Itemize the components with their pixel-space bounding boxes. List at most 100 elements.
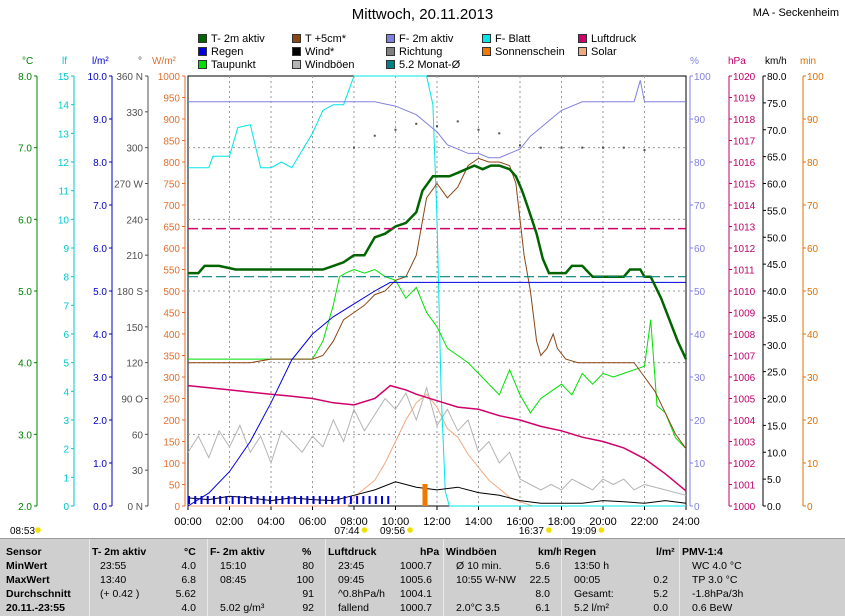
axis-tick-label-lf: 5: [63, 359, 69, 370]
axis-unit-solar: W/m²: [152, 56, 177, 67]
axis-tick-label-solar: 650: [163, 223, 180, 234]
richtung-point: [394, 128, 397, 131]
legend-swatch: [386, 47, 395, 56]
legend-swatch: [482, 34, 491, 43]
axis-tick-label-press: 1005: [733, 395, 756, 406]
axis-tick-label-sunmin: 60: [807, 244, 819, 255]
legend-item-t-2m-aktiv: T- 2m aktiv: [198, 33, 265, 46]
axis-tick-label-sunmin: 100: [807, 72, 824, 83]
axis-tick-label-rain: 1.0: [93, 459, 107, 470]
axis-tick-label-sunmin: 0: [807, 502, 813, 513]
axis-tick-label-sunmin: 70: [807, 201, 819, 212]
axis-tick-label-wind: 80.0: [767, 72, 787, 83]
axis-tick-label-solar: 900: [163, 115, 180, 126]
table-cell-value: 0.0: [653, 602, 668, 614]
series-t-5cm-: [188, 157, 687, 449]
axis-tick-label-press: 1007: [733, 352, 756, 363]
richtung-point: [560, 146, 563, 149]
station-name: MA - Seckenheim: [752, 7, 839, 19]
table-cell-info: (+ 0.42 ): [100, 588, 140, 600]
axis-tick-label-press: 1002: [733, 459, 756, 470]
table-cell-value: 1000.7: [399, 560, 432, 572]
axis-unit-temp: °C: [22, 56, 33, 67]
sun-mark-label: 07:44: [334, 526, 359, 537]
axis-tick-label-hum: 40: [694, 330, 706, 341]
axis-tick-label-temp: 6.0: [18, 215, 32, 226]
legend-swatch: [578, 47, 587, 56]
richtung-point: [539, 146, 542, 149]
legend-label: F- 2m aktiv: [399, 33, 454, 45]
axis-tick-label-dir: 30: [132, 466, 144, 477]
legend-label: Regen: [211, 46, 244, 58]
summary-table: Sensor MinWert MaxWert Durchschnitt 20.11.-2…: [0, 538, 845, 616]
time-tick-label: 04:00: [257, 516, 285, 528]
axis-unit-hum: %: [690, 56, 699, 67]
series-taupunkt: [188, 268, 687, 450]
series-regen: [187, 281, 686, 507]
axis-tick-label-wind: 50.0: [767, 233, 787, 244]
axis-tick-label-solar: 200: [163, 416, 180, 427]
time-tick-label: 08:00: [340, 516, 368, 528]
axis-tick-label-dir: 330: [126, 108, 143, 119]
axis-tick-label-wind: 0.0: [767, 502, 781, 513]
axis-tick-label-press: 1016: [733, 158, 756, 169]
axis-tick-label-wind: 25.0: [767, 368, 787, 379]
sun-icon: [407, 527, 413, 533]
time-tick-label: 24:00: [672, 516, 700, 528]
axis-tick-label-hum: 30: [694, 373, 706, 384]
axis-tick-label-wind: 35.0: [767, 314, 787, 325]
table-cell-info: ^0.8hPa/h: [338, 588, 385, 600]
axis-tick-label-sunmin: 10: [807, 459, 819, 470]
table-cell-info: 23:45: [338, 560, 365, 572]
axis-tick-label-dir: 150: [126, 323, 143, 334]
table-cell-info: 2.0°C 3.5: [456, 602, 500, 614]
richtung-point: [602, 146, 604, 149]
time-tick-label: 06:00: [299, 516, 327, 528]
table-cell-value: 1004.1: [399, 588, 432, 600]
axis-tick-label-wind: 15.0: [767, 421, 787, 432]
table-cell-info: 08:45: [220, 574, 247, 586]
axis-tick-label-dir: 360 N: [116, 72, 143, 83]
axis-tick-label-solar: 850: [163, 137, 180, 148]
series-solar: [188, 393, 686, 507]
axis-tick-label-wind: 20.0: [767, 395, 787, 406]
axis-tick-label-dir: 0 N: [127, 502, 143, 513]
legend-swatch: [292, 60, 301, 69]
axis-tick-label-press: 1017: [733, 137, 756, 148]
axis-tick-label-solar: 700: [163, 201, 180, 212]
axis-tick-label-press: 1015: [733, 180, 756, 191]
series-f-2m-aktiv: [188, 80, 686, 159]
richtung-point: [456, 120, 459, 123]
table-column: [325, 539, 443, 616]
axis-tick-label-hum: 20: [694, 416, 706, 427]
axis-tick-label-lf: 0: [63, 502, 69, 513]
table-row-label: MinWert: [6, 560, 48, 572]
axis-tick-label-sunmin: 80: [807, 158, 819, 169]
axis-tick-label-solar: 0: [174, 502, 180, 513]
table-column-unit: %: [302, 546, 312, 558]
time-tick-label: 22:00: [631, 516, 659, 528]
table-row-label: MaxWert: [6, 574, 50, 586]
axis-tick-label-rain: 10.0: [88, 72, 108, 83]
legend-swatch: [292, 47, 301, 56]
axis-tick-label-press: 1003: [733, 438, 756, 449]
axis-tick-label-lf: 3: [63, 416, 69, 427]
legend-swatch: [386, 60, 395, 69]
table-cell-info: 13:50 h: [574, 560, 610, 572]
axis-tick-label-rain: 4.0: [93, 330, 107, 341]
axis-tick-label-press: 1004: [733, 416, 756, 427]
axis-tick-label-sunmin: 40: [807, 330, 819, 341]
time-tick-label: 14:00: [465, 516, 493, 528]
table-cell-value: 4.0: [181, 602, 196, 614]
axis-tick-label-lf: 1: [63, 473, 69, 484]
table-cell-value: 22.5: [529, 574, 550, 586]
axis-tick-label-hum: 80: [694, 158, 706, 169]
axis-tick-label-press: 1011: [733, 266, 755, 277]
table-column: [679, 539, 797, 616]
table-cell-info: Ø 10 min.: [456, 560, 502, 572]
time-tick-label: 00:00: [174, 516, 202, 528]
axis-tick-label-hum: 0: [694, 502, 700, 513]
chart-title: Mittwoch, 20.11.2013: [351, 6, 494, 23]
axis-tick-label-dir: 210: [126, 251, 143, 262]
axis-tick-label-press: 1010: [733, 287, 756, 298]
